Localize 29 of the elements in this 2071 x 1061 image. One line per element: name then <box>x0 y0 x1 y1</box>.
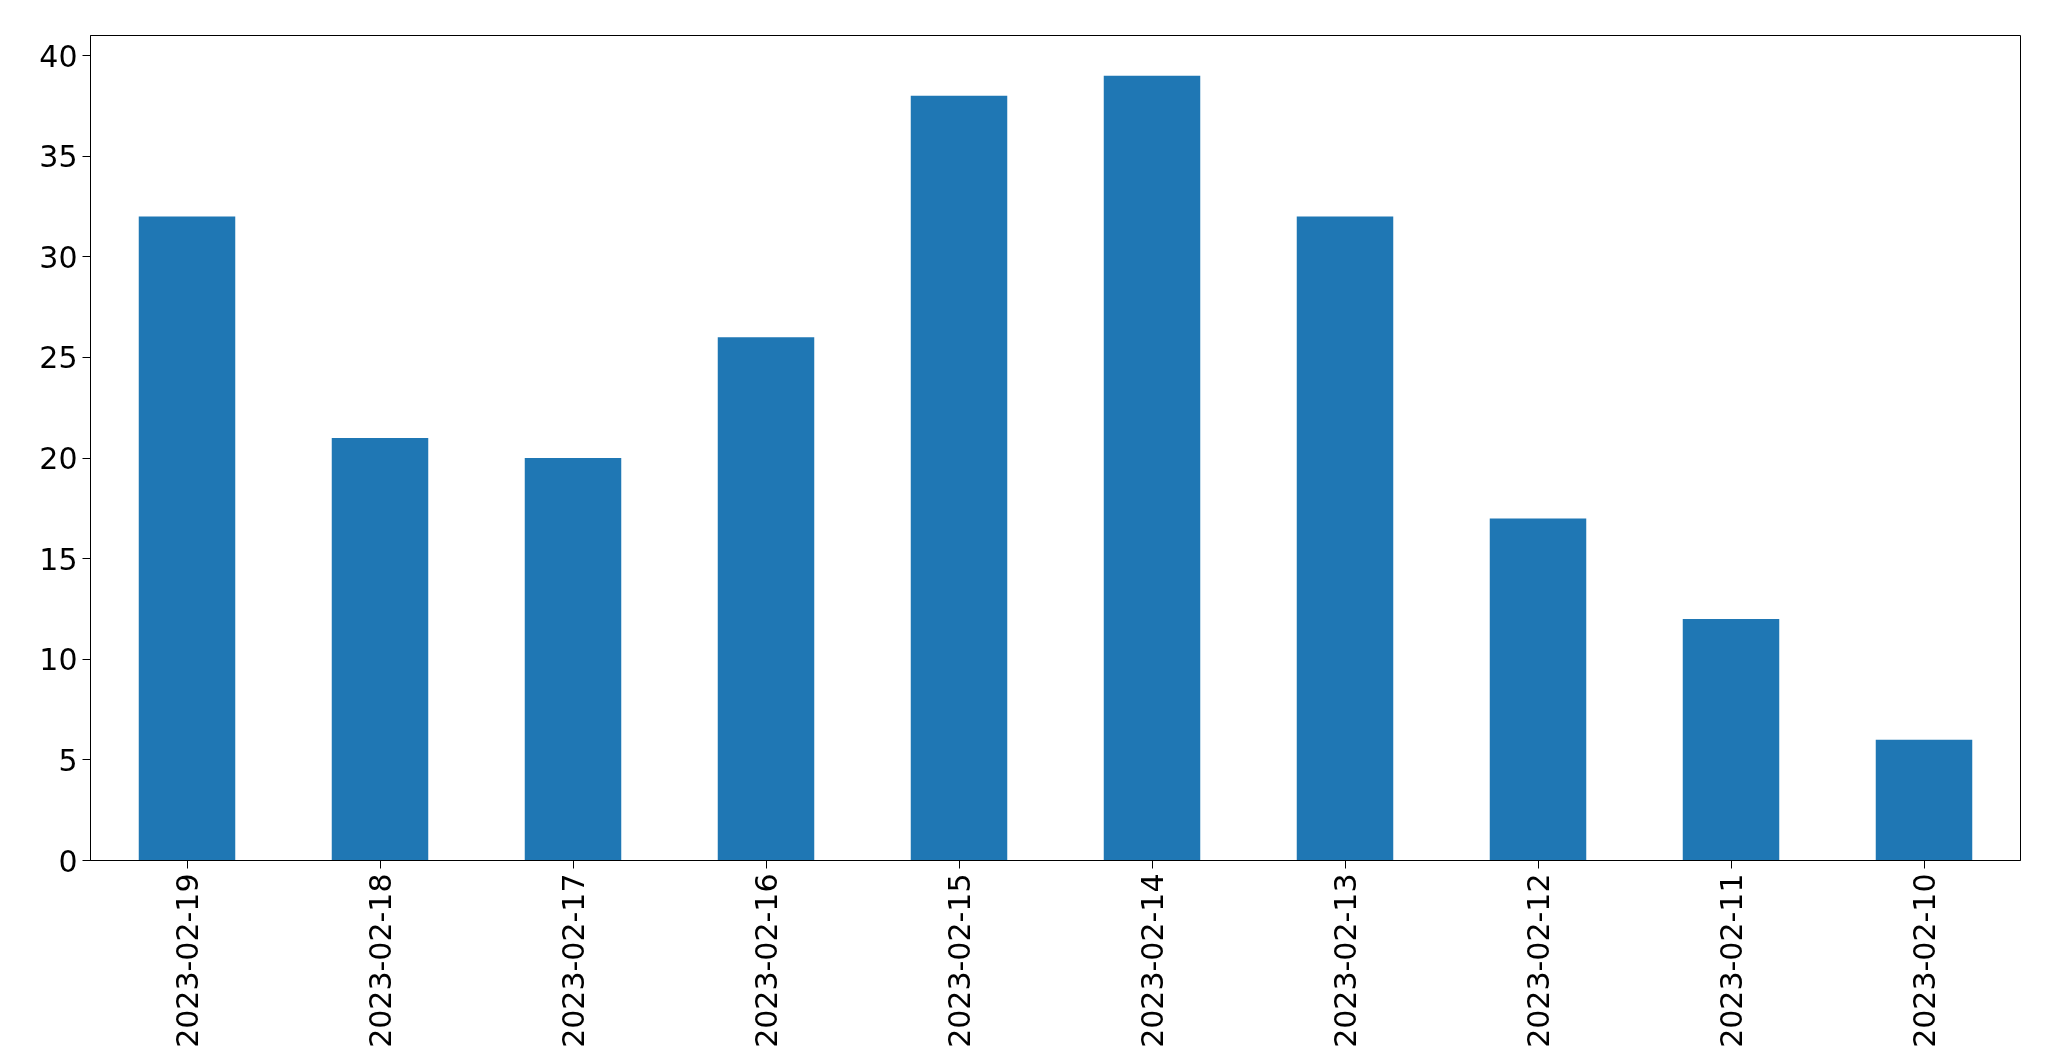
bar <box>717 337 815 861</box>
x-tick-label: 2023-02-15 <box>942 873 977 1048</box>
y-tick-label: 25 <box>39 340 78 376</box>
x-tick-label: 2023-02-12 <box>1521 873 1556 1048</box>
bar <box>1682 619 1780 861</box>
bar <box>1489 518 1587 861</box>
x-tick-label: 2023-02-11 <box>1714 873 1749 1048</box>
bar <box>910 95 1008 861</box>
bar <box>524 458 622 861</box>
y-tick-label: 20 <box>39 441 78 477</box>
y-tick-label: 40 <box>39 38 78 74</box>
y-tick-label: 35 <box>39 139 78 175</box>
x-tick-label: 2023-02-14 <box>1135 873 1170 1048</box>
bar <box>1103 75 1201 861</box>
x-tick-label: 2023-02-13 <box>1328 873 1363 1048</box>
bar <box>138 216 236 861</box>
bar <box>1296 216 1394 861</box>
bar <box>1875 739 1973 861</box>
y-tick-label: 15 <box>39 541 78 577</box>
bar <box>331 437 429 861</box>
x-tick-label: 2023-02-18 <box>363 873 398 1048</box>
x-tick-label: 2023-02-16 <box>749 873 784 1048</box>
x-tick-label: 2023-02-19 <box>170 873 205 1048</box>
x-tick-label: 2023-02-10 <box>1907 873 1942 1048</box>
x-tick-label: 2023-02-17 <box>556 873 591 1048</box>
y-tick-label: 30 <box>39 239 78 275</box>
y-tick-label: 0 <box>58 843 78 879</box>
y-tick-label: 10 <box>39 642 78 678</box>
y-tick-label: 5 <box>58 742 78 778</box>
